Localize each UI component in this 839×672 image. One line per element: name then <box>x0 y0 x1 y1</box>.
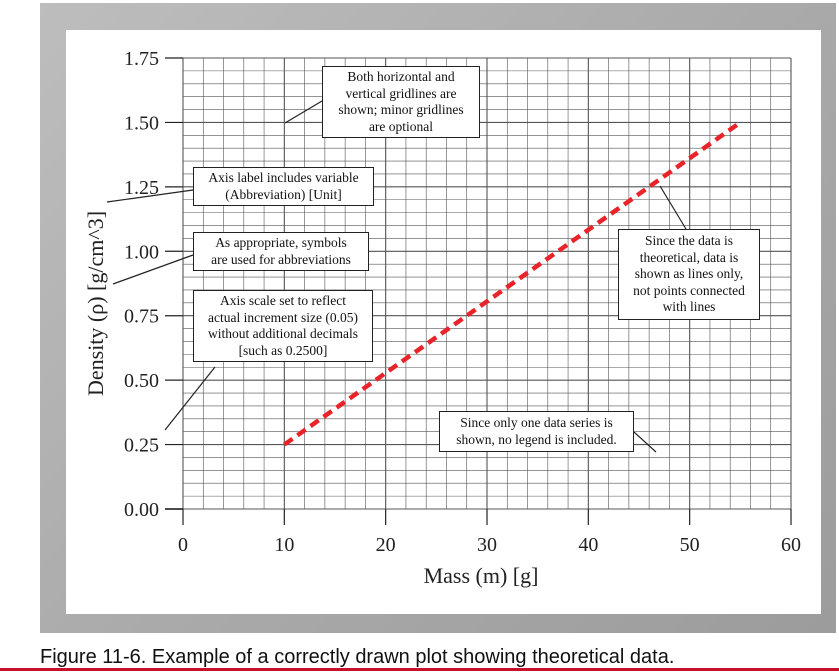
x-tick-label: 60 <box>781 534 801 556</box>
leader-gridlines <box>284 100 323 124</box>
leader-axis-scale <box>164 366 216 431</box>
y-tick-label: 1.50 <box>124 112 159 134</box>
callout-legend: Since only one data series is shown, no … <box>439 411 634 452</box>
y-tick-label: 0.50 <box>124 370 159 392</box>
callout-symbols: As appropriate, symbols are used for abb… <box>193 232 369 271</box>
y-tick-label: 0.75 <box>124 306 159 328</box>
y-tick-label: 1.75 <box>124 48 159 70</box>
y-tick-label: 0.25 <box>124 435 159 457</box>
leader-theoretical <box>659 185 687 230</box>
leader-axis-label <box>106 189 194 203</box>
x-tick-label: 30 <box>477 534 497 556</box>
y-tick-label: 1.00 <box>124 241 159 263</box>
x-tick-label: 10 <box>274 534 294 556</box>
leader-layer <box>106 100 687 453</box>
leader-symbols <box>112 254 194 285</box>
x-tick-label: 40 <box>578 534 598 556</box>
accent-rule <box>0 668 839 671</box>
callout-axis-scale: Axis scale set to reflect actual increme… <box>193 290 373 362</box>
y-axis-label: Density (ρ) [g/cm^3] <box>83 211 108 396</box>
x-tick-label: 50 <box>680 534 700 556</box>
leader-legend <box>633 431 657 453</box>
callout-axis-label: Axis label includes variable (Abbreviati… <box>193 167 374 206</box>
y-tick-label: 0.00 <box>124 499 159 521</box>
series-line <box>283 120 742 447</box>
x-axis-label: Mass (m) [g] <box>424 563 539 588</box>
series-layer <box>283 120 742 447</box>
figure-caption: Figure 11-6. Example of a correctly draw… <box>40 646 675 668</box>
x-tick-label: 20 <box>376 534 396 556</box>
x-tick-label: 0 <box>178 534 188 556</box>
axis-layer: 0.00 0.25 0.50 0.75 1.00 1.25 1.50 1.75 0 10 20 30 4… <box>124 48 801 556</box>
callout-gridlines: Both horizontal and vertical gridlines a… <box>322 66 480 138</box>
callout-theoretical: Since the data is theoretical, data is s… <box>618 229 760 320</box>
y-tick-label: 1.25 <box>124 177 159 199</box>
